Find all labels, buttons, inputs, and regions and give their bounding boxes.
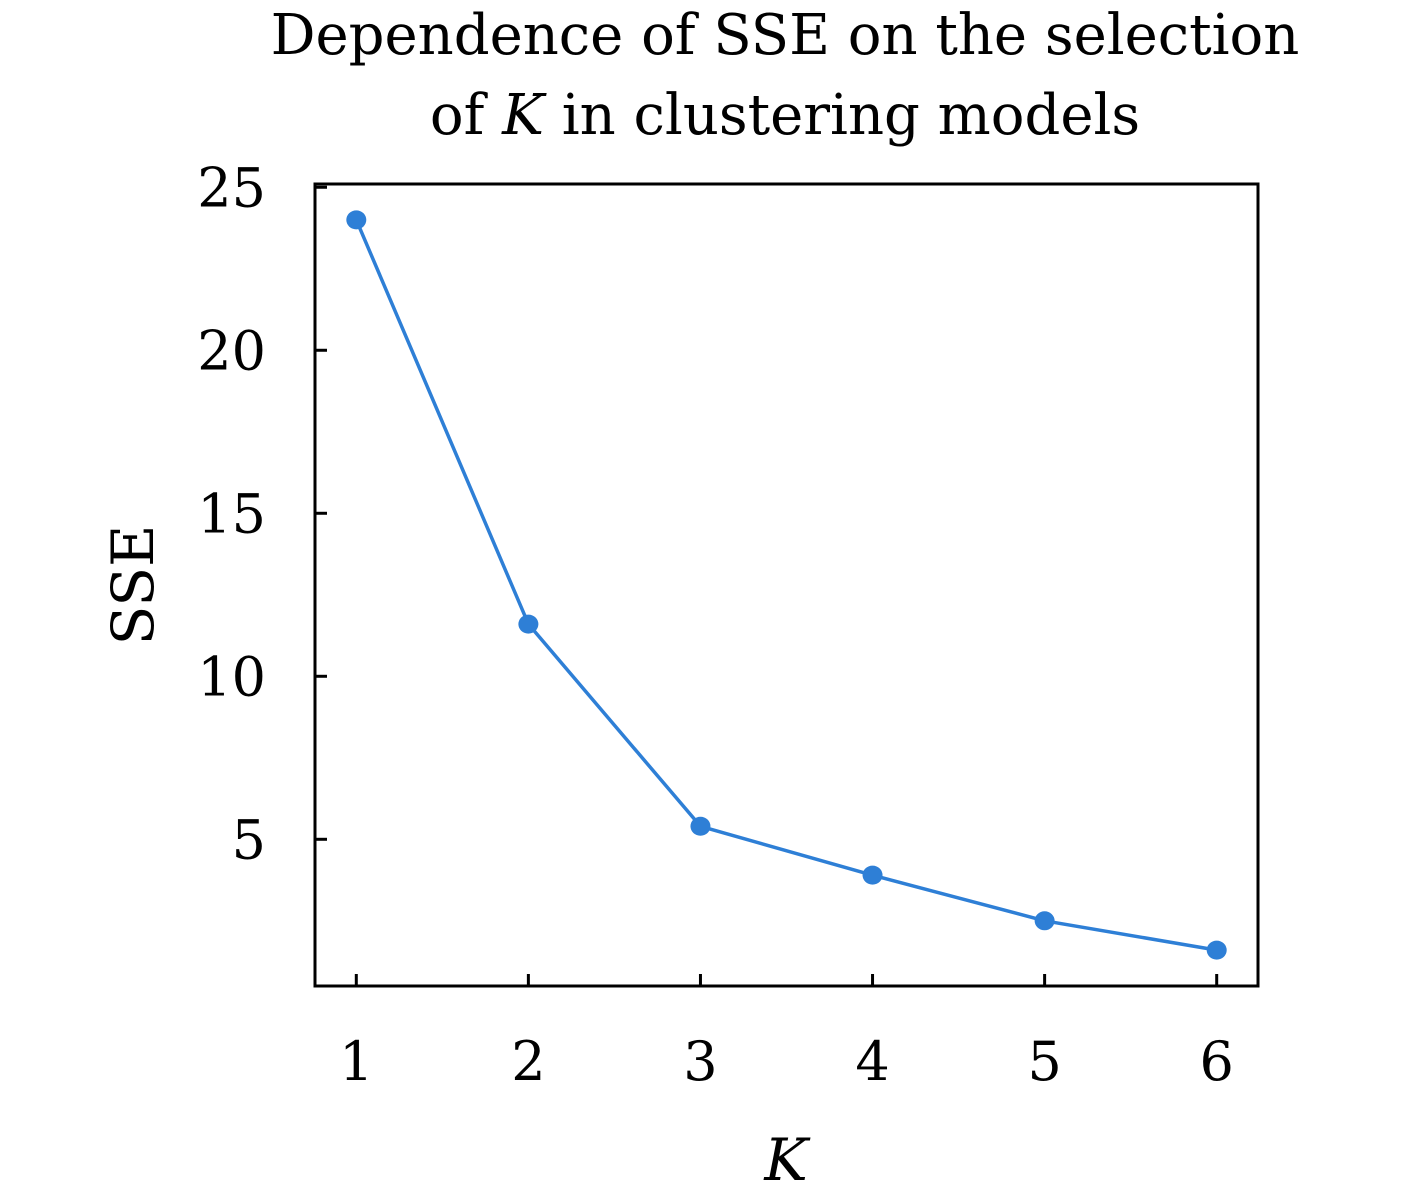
plot-frame-border [313,182,1260,988]
x-tick-label: 3 [683,1030,717,1093]
y-tick-label: 20 [197,319,266,382]
y-tick-label: 10 [197,645,266,708]
chart-title-variable: K [502,83,544,148]
data-point [690,816,711,836]
y-axis-label: SSE [99,525,167,646]
data-point [1206,940,1227,960]
axis-ticks [315,185,1219,986]
chart-title-prefix: of [429,83,503,148]
plot-frame [313,182,1260,988]
chart-title: Dependence of SSE on the selection of K … [0,2,1417,152]
x-tick-label: 1 [339,1030,373,1093]
series-group [346,210,1227,960]
x-tick-label: 6 [1200,1030,1234,1093]
data-point [862,865,883,885]
y-tick-label: 25 [197,156,266,219]
data-point [1034,911,1055,931]
chart-title-line-1: Dependence of SSE on the selection [270,3,1300,68]
x-tick-label: 4 [855,1030,889,1093]
data-point [518,614,539,634]
y-tick-label: 5 [232,808,266,871]
series-line [354,219,1217,952]
tick-labels: 5 10 15 20 25 1 2 3 4 5 6 [197,156,1234,1093]
x-tick-label: 2 [511,1030,545,1093]
x-tick-label: 5 [1027,1030,1061,1093]
chart-title-suffix: in clustering models [543,83,1141,148]
data-point [346,210,367,230]
x-axis-label: K [763,1126,811,1194]
chart-title-line-2: of K in clustering models [200,84,1370,148]
y-tick-label: 15 [197,482,266,545]
